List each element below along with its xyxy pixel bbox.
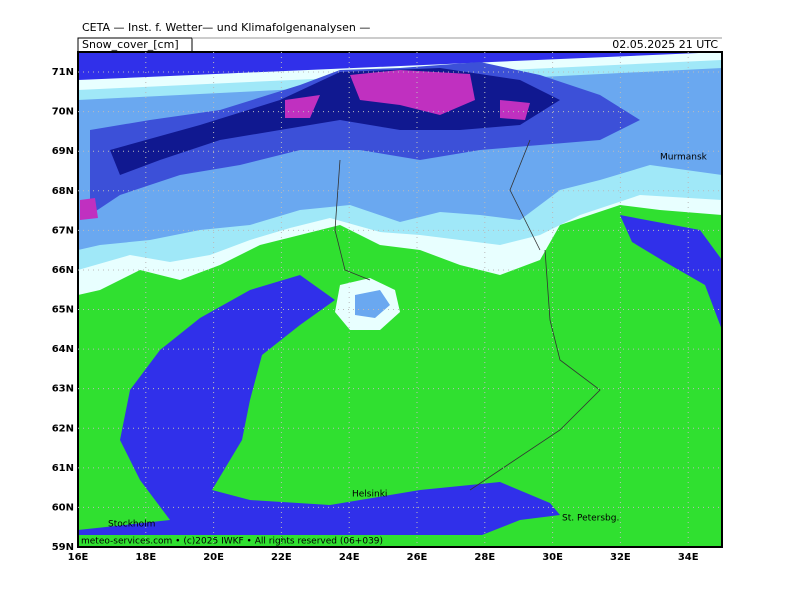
- lon-label: 20E: [203, 552, 224, 563]
- lat-label: 60N: [52, 502, 74, 513]
- valid-time: 02.05.2025 21 UTC: [612, 38, 718, 51]
- footer-note: meteo-services.com • (c)2025 IWKF • All …: [81, 537, 383, 547]
- lon-label: 34E: [678, 552, 699, 563]
- lon-label: 30E: [542, 552, 563, 563]
- city-label: Helsinki: [352, 490, 387, 500]
- snow-oulu-core: [355, 290, 390, 318]
- lon-label: 22E: [271, 552, 292, 563]
- lat-label: 61N: [52, 463, 74, 474]
- city-label: St. Petersbg.: [562, 514, 619, 524]
- header-title: CETA — Inst. f. Wetter— und Klimafolgena…: [82, 21, 370, 34]
- map-frame: [77, 51, 723, 548]
- border: [334, 139, 601, 491]
- baltic-sea: [78, 275, 560, 535]
- lat-label: 71N: [52, 67, 74, 78]
- lat-label: 62N: [52, 423, 74, 434]
- lat-label: 70N: [52, 107, 74, 118]
- field-name: Snow_cover_[cm]: [82, 38, 179, 51]
- lat-label: 67N: [52, 225, 74, 236]
- lat-label: 65N: [52, 305, 74, 316]
- map-area: [77, 51, 723, 548]
- lat-label: 68N: [52, 186, 74, 197]
- city-label: Stockholm: [108, 520, 155, 530]
- lon-label: 32E: [610, 552, 631, 563]
- lon-label: 24E: [339, 552, 360, 563]
- lon-label: 26E: [407, 552, 428, 563]
- lon-label: 28E: [474, 552, 495, 563]
- lat-label: 66N: [52, 265, 74, 276]
- city-label: Murmansk: [660, 153, 708, 163]
- lon-label: 16E: [68, 552, 89, 563]
- lat-label: 59N: [52, 542, 74, 553]
- lat-label: 69N: [52, 146, 74, 157]
- land: [78, 200, 722, 547]
- lat-label: 63N: [52, 384, 74, 395]
- white-sea: [620, 215, 722, 330]
- lat-label: 64N: [52, 344, 74, 355]
- lon-label: 18E: [135, 552, 156, 563]
- footer-strip: [78, 535, 722, 547]
